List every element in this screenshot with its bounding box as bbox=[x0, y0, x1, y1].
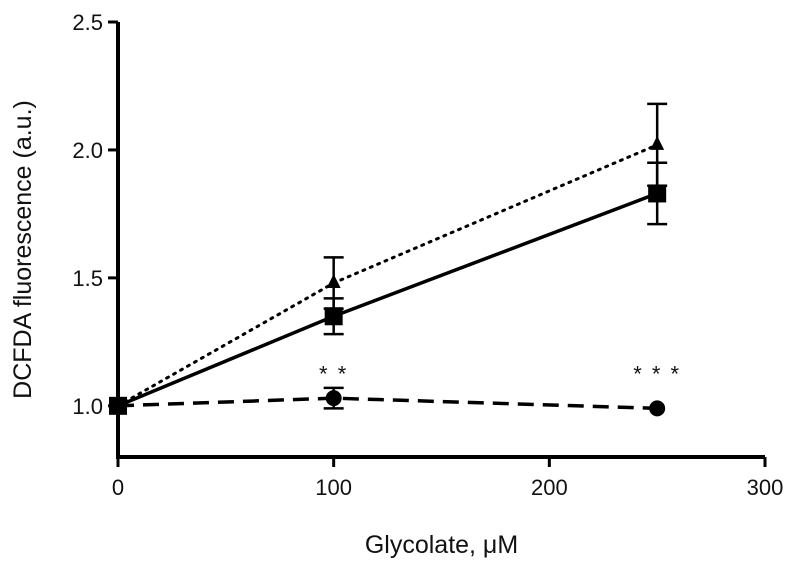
data-point bbox=[110, 397, 126, 414]
data-point bbox=[326, 274, 341, 288]
data-point bbox=[325, 390, 342, 407]
significance-marker: * * * bbox=[633, 361, 681, 386]
x-tick-label: 0 bbox=[112, 475, 124, 500]
y-tick-label: 1.0 bbox=[72, 394, 103, 419]
data-point bbox=[648, 184, 667, 203]
y-tick-label: 2.0 bbox=[72, 138, 103, 163]
data-point bbox=[649, 400, 666, 417]
y-axis-title: DCFDA fluorescence (a.u.) bbox=[9, 100, 37, 399]
series-layer bbox=[109, 102, 668, 417]
series-triangle bbox=[111, 102, 668, 411]
y-tick-label: 2.5 bbox=[72, 10, 103, 35]
axes: 1.0 1.5 2.0 2.5 0 100 200 300 bbox=[72, 10, 783, 500]
significance-marker: * * bbox=[319, 361, 348, 386]
x-axis-title: Glycolate, μM bbox=[365, 531, 518, 559]
series-line bbox=[116, 143, 659, 408]
series-circle bbox=[110, 386, 666, 417]
x-tick-label: 300 bbox=[747, 475, 784, 500]
data-point bbox=[324, 307, 343, 326]
series-line bbox=[117, 191, 658, 408]
x-tick-label: 100 bbox=[315, 475, 352, 500]
series-square bbox=[109, 161, 668, 415]
y-tick-label: 1.5 bbox=[72, 266, 103, 291]
x-tick-label: 200 bbox=[531, 475, 568, 500]
annotation-layer: * * * * * bbox=[319, 361, 681, 386]
series-line bbox=[117, 396, 658, 411]
data-point bbox=[650, 135, 665, 150]
